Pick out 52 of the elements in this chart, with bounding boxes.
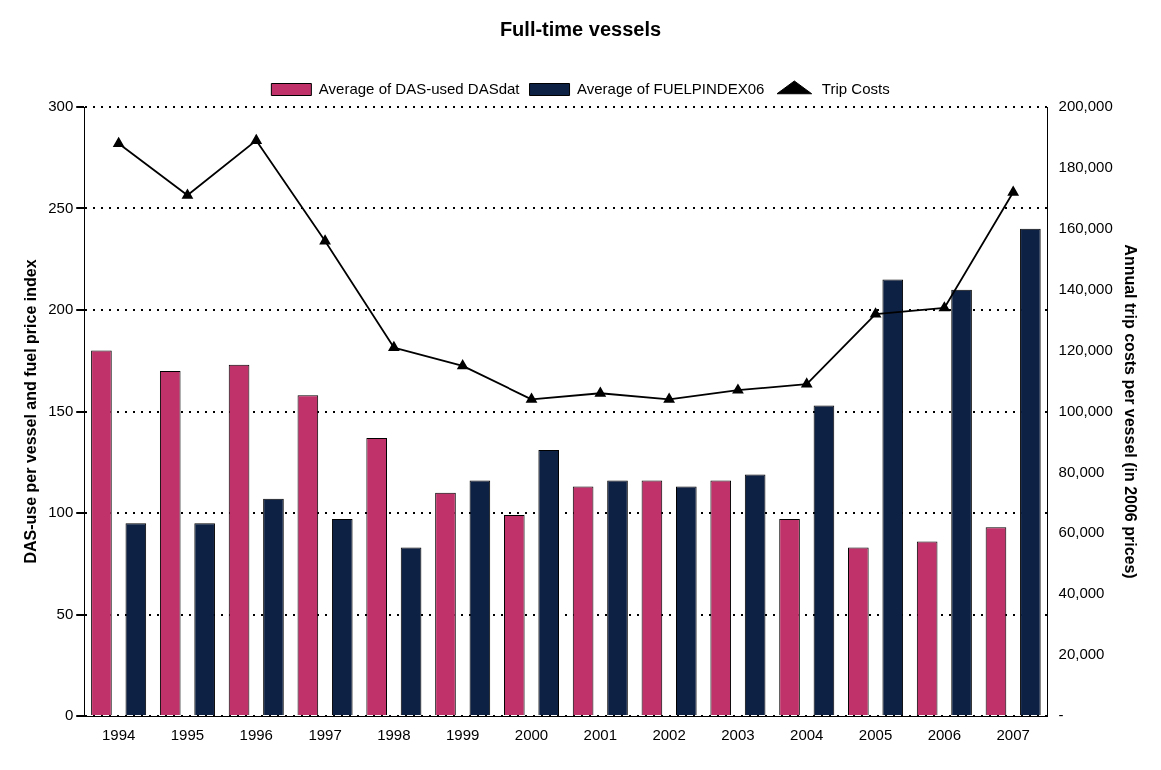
x-tick-label: 1994 [101, 726, 136, 744]
legend-label: Average of DAS-used DASdat [318, 79, 521, 97]
point [319, 235, 331, 245]
y-tick-label: 50 [56, 604, 74, 622]
point [113, 137, 124, 147]
point [801, 378, 812, 388]
point [182, 189, 193, 199]
point [251, 134, 262, 144]
legend-label: Average of FUELPINDEX06 [577, 79, 765, 97]
y-tick-label: 150 [48, 401, 74, 419]
y-tick-label: 100 [48, 503, 74, 521]
y2-tick-label: - [1058, 706, 1064, 724]
y-axis-title: DAS-use per vessel and fuel price index [22, 259, 40, 564]
point [595, 387, 606, 397]
y2-tick-label: 40,000 [1058, 584, 1105, 602]
chart-title: Full-time vessels [499, 17, 662, 40]
x-tick-label: 1996 [239, 726, 273, 744]
x-tick-label: 1995 [170, 726, 205, 744]
y2-tick-label: 80,000 [1058, 462, 1105, 480]
x-tick-label: 2003 [721, 726, 755, 744]
legend-label: Trip Costs [821, 79, 890, 97]
x-tick-label: 1997 [308, 726, 342, 744]
y2-tick-label: 200,000 [1058, 97, 1113, 115]
x-tick-label: 2005 [858, 726, 893, 744]
point [457, 359, 468, 370]
x-tick-label: 2001 [583, 726, 617, 744]
y2-tick-label: 160,000 [1058, 218, 1113, 236]
y2-tick-label: 140,000 [1058, 279, 1113, 297]
point [1007, 186, 1019, 196]
x-tick-label: 2002 [652, 726, 686, 744]
x-tick-label: 2006 [927, 726, 962, 744]
point [939, 302, 950, 312]
x-tick-label: 2004 [790, 726, 824, 744]
y2-tick-label: 100,000 [1058, 401, 1113, 419]
x-tick-label: 1998 [377, 726, 411, 744]
y-tick-label: 250 [48, 198, 74, 216]
y-tick-label: 200 [48, 300, 74, 318]
x-tick-label: 2007 [996, 726, 1030, 744]
y2-axis-title: Annual trip costs per vessel (in 2006 prices) [1121, 244, 1139, 579]
y-tick-label: 0 [64, 706, 74, 724]
x-tick-label: 1999 [446, 726, 480, 744]
point [663, 393, 675, 403]
point [732, 384, 744, 394]
y2-tick-label: 20,000 [1058, 645, 1105, 663]
y2-tick-label: 60,000 [1058, 523, 1105, 541]
point [870, 308, 881, 318]
point [388, 341, 400, 351]
y2-tick-label: 120,000 [1058, 340, 1113, 358]
y-tick-label: 300 [48, 97, 74, 115]
point [526, 393, 537, 403]
x-tick-label: 2000 [514, 726, 549, 744]
y2-tick-label: 180,000 [1058, 158, 1113, 176]
